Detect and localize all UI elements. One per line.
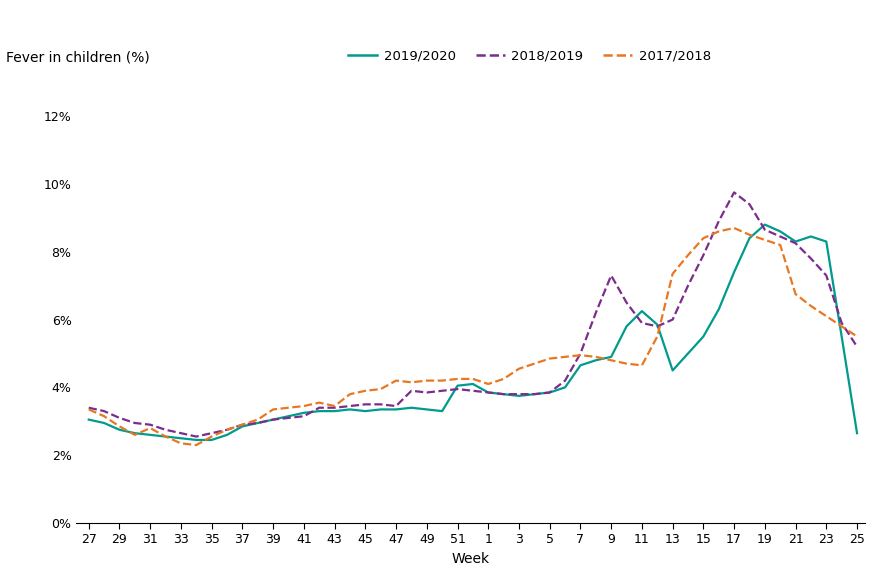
2017/2018 xyxy=(344,390,355,397)
2018/2019 xyxy=(852,343,862,350)
2017/2018 xyxy=(652,333,663,340)
2019/2020 xyxy=(836,333,847,340)
2017/2018 xyxy=(268,406,278,413)
2017/2018 xyxy=(729,224,739,231)
Line: 2017/2018: 2017/2018 xyxy=(89,228,857,445)
2019/2020 xyxy=(852,430,862,437)
Line: 2019/2020: 2019/2020 xyxy=(89,225,857,440)
2019/2020 xyxy=(191,436,202,443)
2017/2018 xyxy=(191,442,202,449)
2017/2018 xyxy=(329,403,340,410)
2017/2018 xyxy=(836,323,847,330)
2019/2020 xyxy=(329,408,340,415)
2019/2020 xyxy=(84,416,94,423)
2019/2020 xyxy=(652,321,663,328)
2018/2019 xyxy=(268,416,278,423)
2017/2018 xyxy=(852,333,862,340)
2018/2019 xyxy=(729,189,739,196)
Legend: 2019/2020, 2018/2019, 2017/2018: 2019/2020, 2018/2019, 2017/2018 xyxy=(344,45,716,68)
2019/2020 xyxy=(268,416,278,423)
2018/2019 xyxy=(329,404,340,411)
2017/2018 xyxy=(84,406,94,413)
2018/2019 xyxy=(836,320,847,327)
2017/2018 xyxy=(606,357,617,364)
2019/2020 xyxy=(759,221,770,228)
Text: Fever in children (%): Fever in children (%) xyxy=(5,51,149,64)
2018/2019 xyxy=(344,403,355,410)
2018/2019 xyxy=(652,323,663,330)
2018/2019 xyxy=(606,272,617,279)
Line: 2018/2019: 2018/2019 xyxy=(89,192,857,436)
X-axis label: Week: Week xyxy=(452,552,490,566)
2018/2019 xyxy=(84,404,94,411)
2019/2020 xyxy=(344,406,355,413)
2018/2019 xyxy=(191,433,202,440)
2019/2020 xyxy=(606,353,617,360)
